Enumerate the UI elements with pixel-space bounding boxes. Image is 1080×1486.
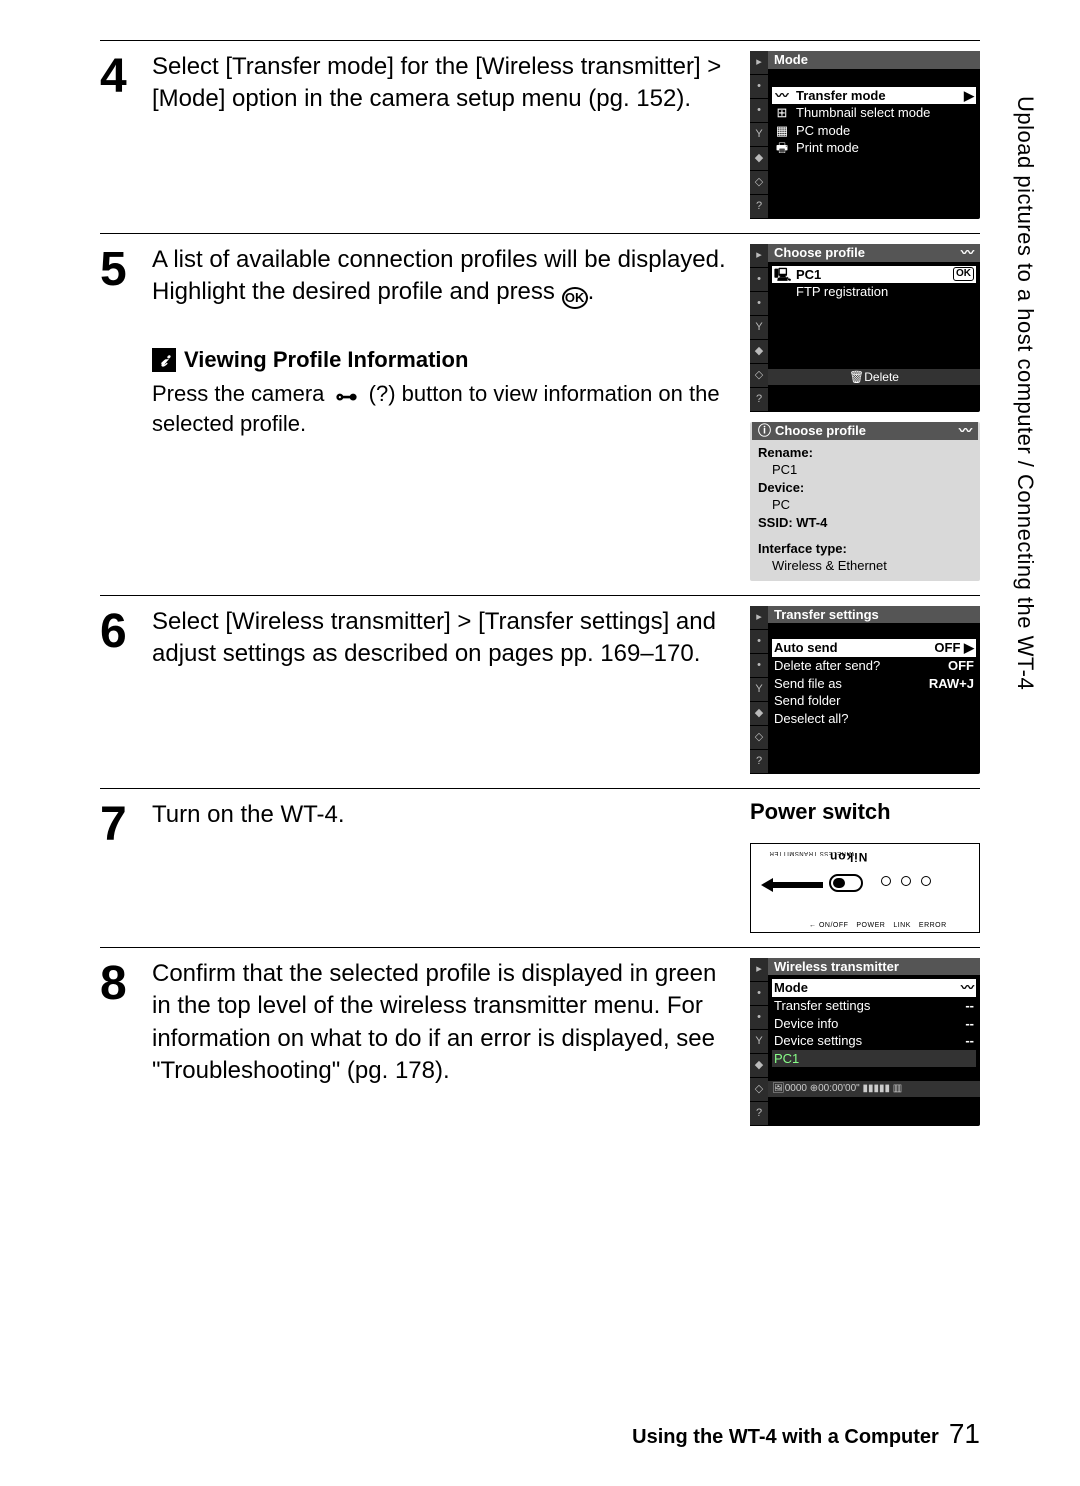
lcd-footer: 🗑Delete: [768, 369, 980, 385]
key-button-icon: ⊶: [331, 387, 363, 407]
arrow-left-icon: [761, 878, 773, 892]
step-number: 6: [100, 606, 152, 774]
transfer-mode-icon: 〰: [774, 88, 790, 104]
lcd-row: FTP registration: [772, 283, 976, 301]
step-number: 4: [100, 51, 152, 219]
lcd-row: Device info --: [772, 1015, 976, 1033]
lcd-row: Auto send OFF ▶: [772, 639, 976, 657]
lcd-wireless-transmitter: ▸•• Y◆◇ ? Wireless transmitter Mode 〰 T: [750, 958, 980, 1126]
lcd-left-icons: ▸•• Y◆◇ ?: [750, 606, 768, 774]
lcd-profile-info: ⓘChoose profile 〰 Rename: PC1 Device: PC…: [750, 422, 980, 581]
lcd-row: Send folder: [772, 692, 976, 710]
lcd-row: 〰 Transfer mode ▶: [772, 87, 976, 105]
lcd-status-bar: 🖼0000 ⊕00:00'00" ▮▮▮▮▮ ▥: [768, 1081, 980, 1097]
step-text: A list of available connection profiles …: [152, 244, 750, 581]
power-switch-diagram: Nikon WIRELESS TRANSMITTER ← ON/OFF POWE…: [750, 843, 980, 933]
lcd-row: ⊞ Thumbnail select mode: [772, 104, 976, 122]
lcd-row: Mode 〰: [772, 979, 976, 997]
lcd-row: 🖶 Print mode: [772, 139, 976, 157]
page-footer: Using the WT-4 with a Computer 71: [632, 1418, 980, 1450]
step-number: 8: [100, 958, 152, 1126]
info-icon: ⓘ: [758, 423, 771, 438]
lcd-left-icons: ▸•• Y◆◇ ?: [750, 958, 768, 1126]
lcd-title: Wireless transmitter: [768, 958, 980, 976]
step-illustration: ▸•• Y◆◇ ? Mode 〰 Transfer mode ▶: [750, 51, 980, 219]
lcd-title: Mode: [768, 51, 980, 69]
pc-icon: 🖳: [774, 267, 790, 283]
led-indicators: [881, 876, 931, 886]
lcd-title: ⓘChoose profile 〰: [752, 422, 978, 440]
lcd-row: Device settings --: [772, 1032, 976, 1050]
content: 4 Select [Transfer mode] for the [Wirele…: [100, 40, 980, 1140]
lcd-row: PC1: [772, 1050, 976, 1068]
switch-icon: [829, 874, 863, 892]
step-7: 7 Turn on the WT-4. Power switch Nikon W…: [100, 788, 980, 947]
switch-labels: ← ON/OFF POWER LINK ERROR: [809, 922, 947, 929]
power-switch-label: Power switch: [750, 799, 980, 825]
page-number: 71: [949, 1418, 980, 1450]
step-4: 4 Select [Transfer mode] for the [Wirele…: [100, 40, 980, 233]
note-title: 𝓲 Viewing Profile Information: [152, 345, 738, 375]
step-illustration: ▸•• Y◆◇ ? Wireless transmitter Mode 〰 T: [750, 958, 980, 1126]
page: Upload pictures to a host computer / Con…: [0, 0, 1080, 1486]
step-illustration: ▸•• Y◆◇ ? Choose profile 〰 🖳 PC1: [750, 244, 980, 581]
lcd-row: ▦ PC mode: [772, 122, 976, 140]
chevron-right-icon: ▶: [964, 88, 974, 104]
lcd-row: Delete after send? OFF: [772, 657, 976, 675]
step-8: 8 Confirm that the selected profile is d…: [100, 947, 980, 1140]
lcd-transfer-settings: ▸•• Y◆◇ ? Transfer settings Auto send OF…: [750, 606, 980, 774]
step-6: 6 Select [Wireless transmitter] > [Trans…: [100, 595, 980, 788]
lcd-left-icons: ▸•• Y◆◇ ?: [750, 244, 768, 412]
pencil-icon: 𝓲: [152, 348, 176, 372]
side-running-head: Upload pictures to a host computer / Con…: [1012, 96, 1038, 690]
footer-text: Using the WT-4 with a Computer: [632, 1426, 939, 1449]
lcd-row: Send file as RAW+J: [772, 675, 976, 693]
note-text: Press the camera ⊶ (?) button to view in…: [152, 379, 738, 438]
lcd-row: Deselect all?: [772, 710, 976, 728]
lcd-title: Choose profile 〰: [768, 244, 980, 262]
lcd-row: Transfer settings --: [772, 997, 976, 1015]
step-number: 7: [100, 799, 152, 933]
step-illustration: Power switch Nikon WIRELESS TRANSMITTER …: [750, 799, 980, 933]
step-text: Turn on the WT-4.: [152, 799, 750, 933]
ok-badge-icon: OK: [953, 267, 974, 281]
note-box: 𝓲 Viewing Profile Information Press the …: [152, 345, 738, 438]
step-text: Select [Transfer mode] for the [Wireless…: [152, 51, 750, 219]
step-5: 5 A list of available connection profile…: [100, 233, 980, 595]
wireless-icon: 〰: [961, 245, 974, 261]
wireless-icon: 〰: [959, 423, 972, 439]
arrow-stem: [773, 882, 823, 888]
step-text: Select [Wireless transmitter] > [Transfe…: [152, 606, 750, 774]
step-illustration: ▸•• Y◆◇ ? Transfer settings Auto send OF…: [750, 606, 980, 774]
step-number: 5: [100, 244, 152, 581]
lcd-title: Transfer settings: [768, 606, 980, 624]
wireless-transmitter-label: WIRELESS TRANSMITTER: [769, 850, 854, 856]
lcd-mode-menu: ▸•• Y◆◇ ? Mode 〰 Transfer mode ▶: [750, 51, 980, 219]
wireless-icon: 〰: [961, 980, 974, 996]
lcd-row: 🖳 PC1 OK: [772, 266, 976, 284]
ok-button-icon: OK: [562, 287, 588, 309]
lcd-choose-profile: ▸•• Y◆◇ ? Choose profile 〰 🖳 PC1: [750, 244, 980, 412]
step-text: Confirm that the selected profile is dis…: [152, 958, 750, 1126]
lcd-left-icons: ▸•• Y◆◇ ?: [750, 51, 768, 219]
